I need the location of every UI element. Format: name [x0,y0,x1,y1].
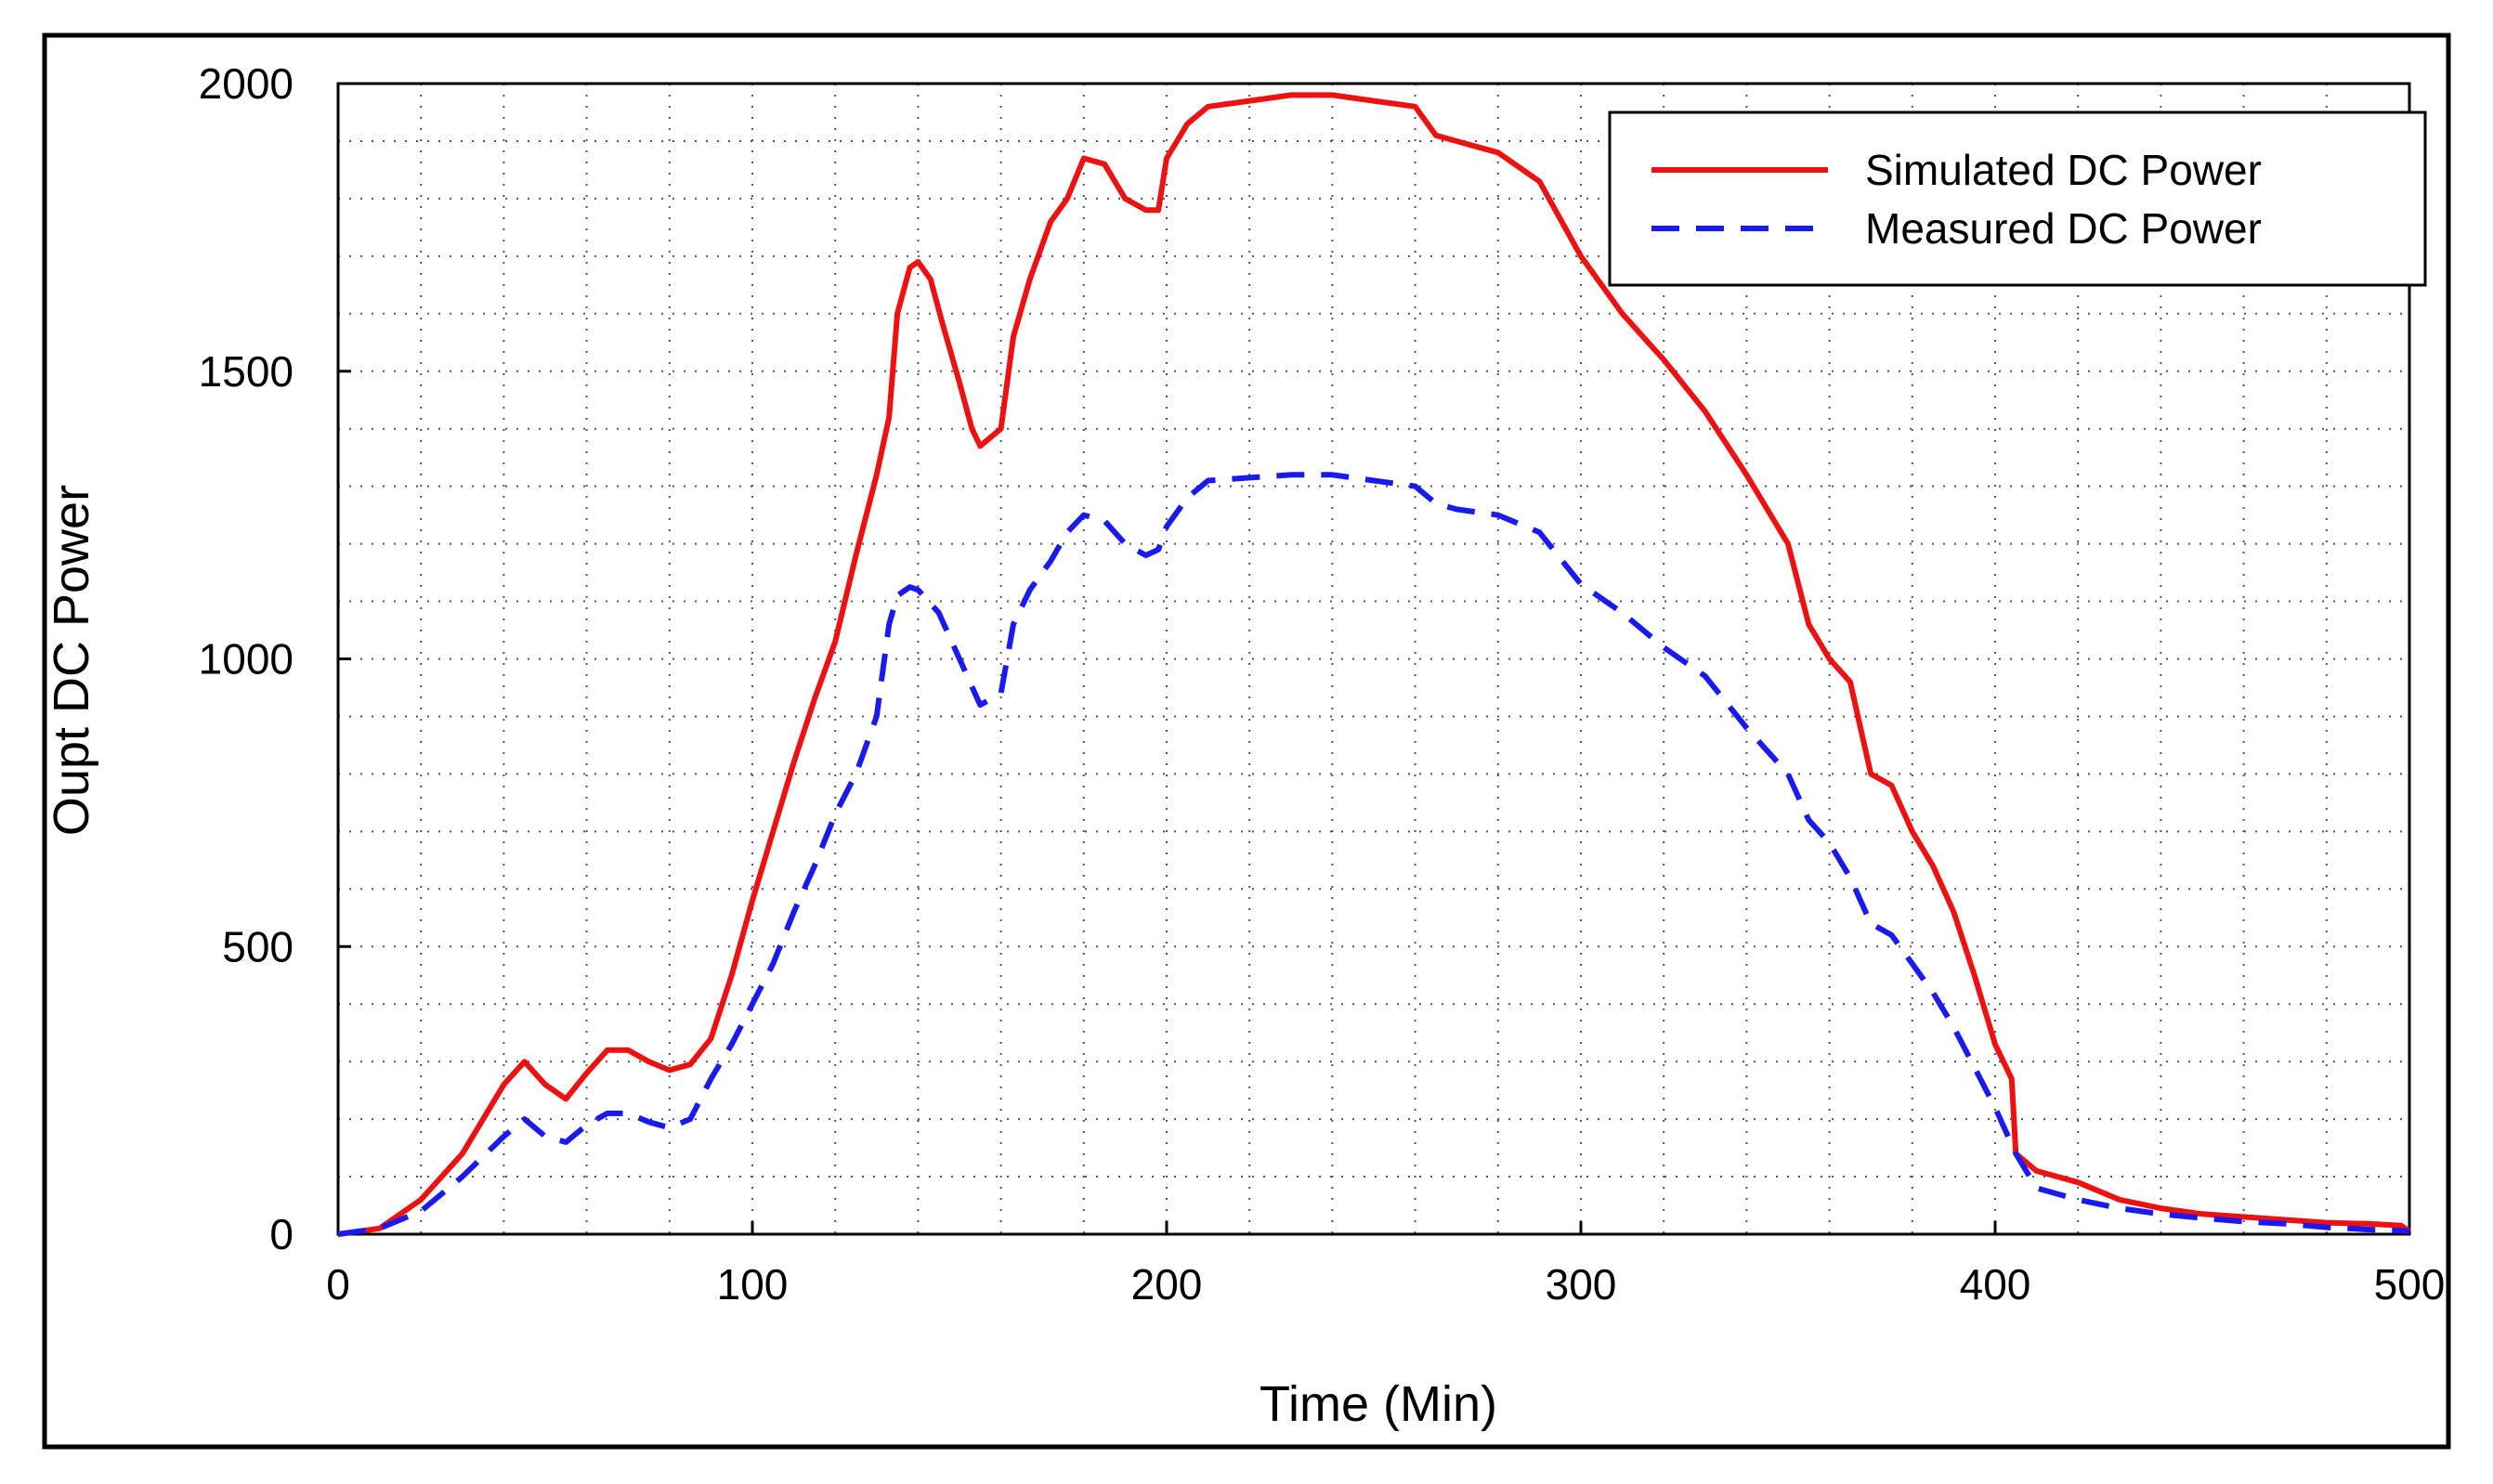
series-line-measured [337,472,2410,1237]
legend: Simulated DC Power Measured DC Power [1608,111,2427,287]
x-tick-label: 500 [2374,1260,2446,1308]
x-tick-label: 0 [326,1260,350,1308]
series-group [337,92,2411,1237]
legend-box [1608,111,2427,287]
legend-label-simulated: Simulated DC Power [1865,146,2262,194]
x-tick-label: 200 [1131,1260,1203,1308]
grid [338,84,2409,1234]
x-tick-label: 400 [1960,1260,2031,1308]
y-tick-label: 1500 [199,347,294,396]
y-tick-label: 0 [269,1210,294,1258]
legend-label-measured: Measured DC Power [1865,204,2262,253]
y-tick-label: 1000 [199,635,294,683]
y-tick-label: 500 [222,922,294,970]
series-line-simulated [337,92,2411,1237]
x-tick-label: 100 [717,1260,789,1308]
x-tick-label: 300 [1546,1260,1617,1308]
x-axis-title: Time (Min) [1260,1376,1497,1432]
y-axis-title: Oupt DC Power [44,485,99,836]
axis-ticks: 0 100 200 300 400 500 0 500 1000 1500 2000 [199,59,2446,1308]
y-tick-label: 2000 [199,59,294,108]
